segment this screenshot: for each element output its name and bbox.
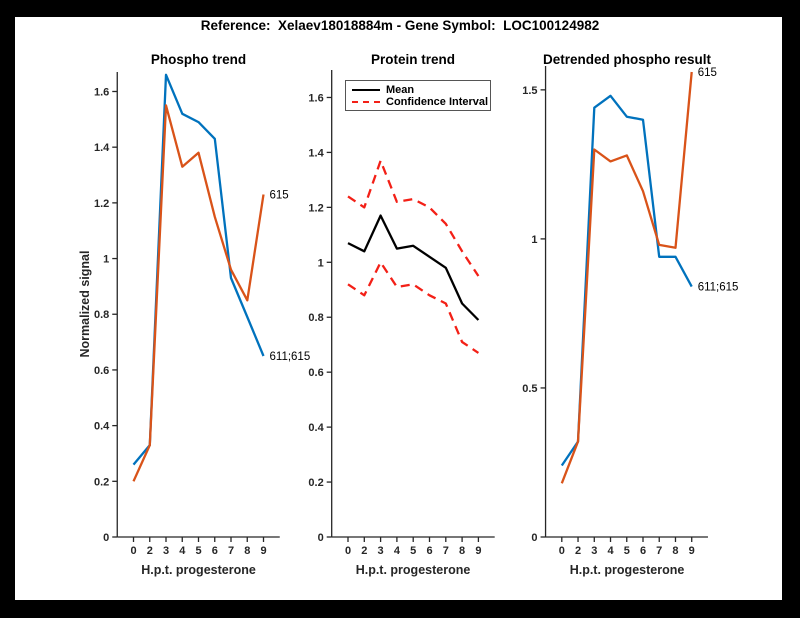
y-tick-label: 0.8 [308,312,323,324]
x-tick-label: 4 [179,545,186,557]
y-tick-label: 1.2 [94,198,109,210]
series-line-confidence-interval-upper [347,159,480,277]
x-axis-label-left: H.p.t. progesterone [141,563,256,577]
series-end-label: 615 [698,67,717,79]
series-end-label: 615 [270,190,289,202]
x-tick-label: 0 [559,545,565,557]
x-tick-label: 6 [640,545,646,557]
x-tick-label: 9 [475,545,481,557]
x-tick-label: 9 [689,545,695,557]
series-line-615 [560,71,693,484]
x-tick-label: 9 [260,545,266,557]
x-tick-label: 5 [624,545,630,557]
x-tick-label: 8 [244,545,250,557]
y-axis-label: Normalized signal [78,250,92,358]
panel-title-protein-trend: Protein trend [370,52,456,67]
legend-label-mean: Mean [386,84,415,96]
x-tick-label: 0 [130,545,136,557]
y-tick-label: 0.2 [94,476,109,488]
series-line-611-615 [560,94,693,467]
panel-phospho-trend: 00.20.40.60.811.21.41.60 2 3 4 5 6 7 8 9611;6156… [94,72,310,557]
y-tick-label: 0.4 [308,422,324,434]
y-tick-label: 1.2 [308,202,323,214]
x-tick-label: 6 [212,545,218,557]
legend-item-confidence-interval: Confidence Interval [352,96,489,108]
x-tick-label: 3 [163,545,169,557]
series-line-confidence-interval-lower [347,261,480,354]
y-tick-label: 1.4 [94,142,110,154]
y-tick-label: 0.8 [94,309,109,321]
y-tick-label: 1.6 [308,92,323,104]
x-tick-label: 0 [345,545,351,557]
y-tick-label: 0.5 [522,383,537,395]
y-tick-label: 0.6 [94,365,109,377]
mean-line-icon [352,89,380,91]
panel-title-phospho-trend: Phospho trend [150,52,247,67]
y-tick-label: 1.5 [522,85,537,97]
legend-label-confidence-interval: Confidence Interval [386,96,489,108]
y-tick-label: 1 [318,257,324,269]
y-tick-label: 0.6 [308,367,323,379]
x-tick-label: 7 [443,545,449,557]
series-end-label: 611;615 [270,351,311,363]
x-tick-label: 4 [607,545,614,557]
x-tick-label: 5 [195,545,201,557]
x-axis-label-middle: H.p.t. progesterone [355,563,471,577]
legend: Mean Confidence Interval [345,80,491,111]
y-tick-label: 0 [318,532,324,544]
y-tick-label: 1.6 [94,86,109,98]
x-tick-label: 5 [410,545,416,557]
series-line-611-615 [132,73,265,466]
panel-protein-trend: 00.20.40.60.811.21.41.60 2 3 4 5 6 7 8 9 [308,70,495,557]
x-tick-label: 2 [575,545,581,557]
figure-title: Reference: Xelaev18018884m - Gene Symbol… [200,18,600,33]
series-line-mean [347,214,480,321]
series-end-label: 611;615 [698,282,739,294]
x-tick-label: 4 [394,545,401,557]
x-tick-label: 6 [426,545,432,557]
x-axis-label-right: H.p.t. progesterone [569,563,685,577]
panel-title-detrended-phospho-result: Detrended phospho result [542,52,712,67]
x-tick-label: 7 [228,545,234,557]
x-tick-label: 3 [591,545,597,557]
y-tick-label: 1 [531,234,537,246]
x-tick-label: 8 [672,545,678,557]
series-line-615 [132,104,265,482]
ci-dashed-line-icon [352,101,380,103]
y-tick-label: 0 [103,532,109,544]
x-tick-label: 2 [361,545,367,557]
x-tick-label: 2 [147,545,153,557]
y-tick-label: 0.4 [94,421,110,433]
x-tick-label: 8 [459,545,465,557]
x-tick-label: 7 [656,545,662,557]
y-tick-label: 1.4 [308,147,324,159]
y-tick-label: 1 [103,254,109,266]
y-tick-label: 0 [531,532,537,544]
figure-canvas [15,17,782,600]
y-tick-label: 0.2 [308,477,323,489]
legend-item-mean: Mean [352,84,486,96]
x-tick-label: 3 [378,545,384,557]
